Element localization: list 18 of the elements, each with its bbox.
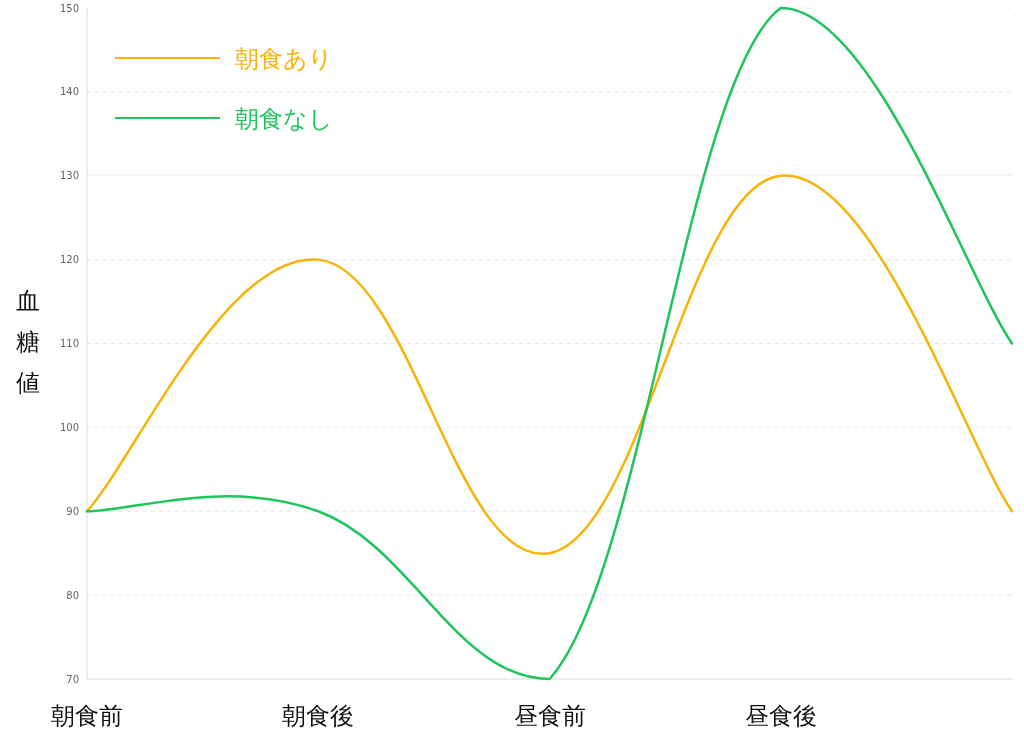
y-tick-label: 120 — [59, 254, 79, 266]
legend-label: 朝食あり — [235, 45, 333, 73]
x-tick-label: 朝食前 — [51, 702, 123, 730]
line-series — [85, 174, 1014, 555]
legend-label: 朝食なし — [235, 105, 333, 133]
line-series — [85, 6, 1014, 681]
y-tick-label: 90 — [66, 505, 79, 517]
x-tick-label: 昼食前 — [513, 702, 586, 730]
y-tick-label: 110 — [59, 338, 79, 349]
y-tick-label: 70 — [66, 673, 79, 685]
y-axis-title: 血糖値 — [16, 287, 40, 397]
y-tick-label: 100 — [59, 421, 79, 433]
x-tick-label: 昼食後 — [744, 702, 817, 730]
x-tick-label: 朝食後 — [282, 702, 355, 730]
y-tick-label: 150 — [59, 2, 79, 14]
y-tick-label: 140 — [59, 86, 79, 98]
y-tick-label: 130 — [59, 170, 79, 182]
y-tick-label: 80 — [66, 589, 79, 601]
